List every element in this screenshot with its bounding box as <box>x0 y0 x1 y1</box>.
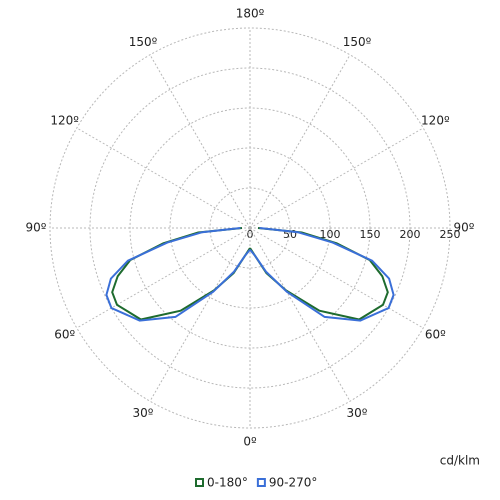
angle-label: 150º <box>343 35 372 49</box>
grid-spoke <box>249 227 351 402</box>
legend-label: 0-180° <box>207 476 248 490</box>
angle-label: 60º <box>425 328 446 342</box>
r-tick-label: 100 <box>320 228 341 241</box>
angle-label: 60º <box>54 328 75 342</box>
grid-spoke <box>76 127 251 229</box>
grid-spoke <box>76 227 251 329</box>
angle-label: 90º <box>454 221 475 235</box>
legend-label: 90-270° <box>269 476 318 490</box>
angle-label: 0º <box>243 435 257 449</box>
angle-label: 150º <box>129 35 158 49</box>
r-tick-label: 150 <box>360 228 381 241</box>
angle-label: 180º <box>236 7 265 21</box>
angle-label: 120º <box>421 114 450 128</box>
angle-label: 120º <box>50 114 79 128</box>
series-line <box>105 227 251 322</box>
angle-label: 30º <box>347 406 368 420</box>
grid-spoke <box>149 54 251 229</box>
legend-marker <box>195 478 204 487</box>
grid-spoke <box>249 54 351 229</box>
grid-circle <box>49 27 451 429</box>
grid-spoke <box>249 127 424 229</box>
unit-label: cd/klm <box>440 454 480 468</box>
r-tick-label: 200 <box>400 228 421 241</box>
grid-spoke <box>149 227 251 402</box>
r-tick-label: 0 <box>247 228 254 241</box>
angle-label: 90º <box>26 221 47 235</box>
angle-label: 30º <box>133 406 154 420</box>
series-line <box>111 227 251 321</box>
grid-spoke <box>249 227 424 329</box>
r-tick-label: 250 <box>440 228 461 241</box>
legend-marker <box>256 478 266 487</box>
series-line <box>249 227 395 322</box>
